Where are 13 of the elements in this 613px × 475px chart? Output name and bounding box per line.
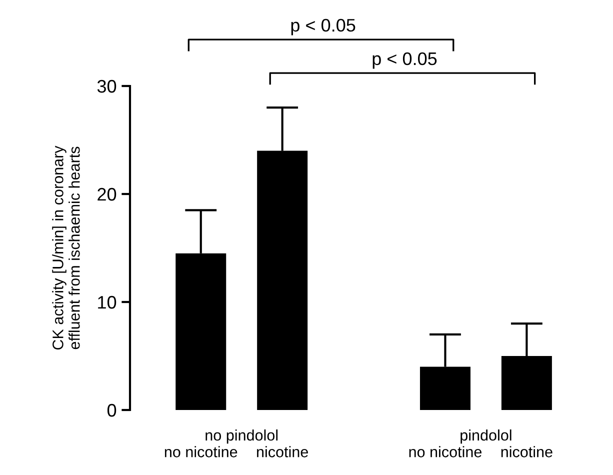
- y-tick-label: 0: [107, 404, 116, 417]
- y-tick-label: 30: [97, 80, 116, 93]
- y-tick-label: 20: [98, 188, 116, 201]
- y-axis-title: CK activity [U/min] in coronary effluent from ischaemic hearts: [52, 146, 80, 350]
- text: pindolol: [460, 429, 512, 444]
- x-tick-label: no nicotine: [164, 446, 238, 458]
- x-tick-label: nicotine: [257, 446, 308, 458]
- text: p < 0.05: [372, 52, 437, 69]
- x-tick-label: nicotine: [501, 446, 552, 458]
- text: p < 0.05: [291, 18, 356, 36]
- text: no pindolol: [206, 429, 278, 444]
- x-tick-label: no nicotine: [409, 446, 482, 458]
- y-tick-label: 10: [98, 296, 116, 309]
